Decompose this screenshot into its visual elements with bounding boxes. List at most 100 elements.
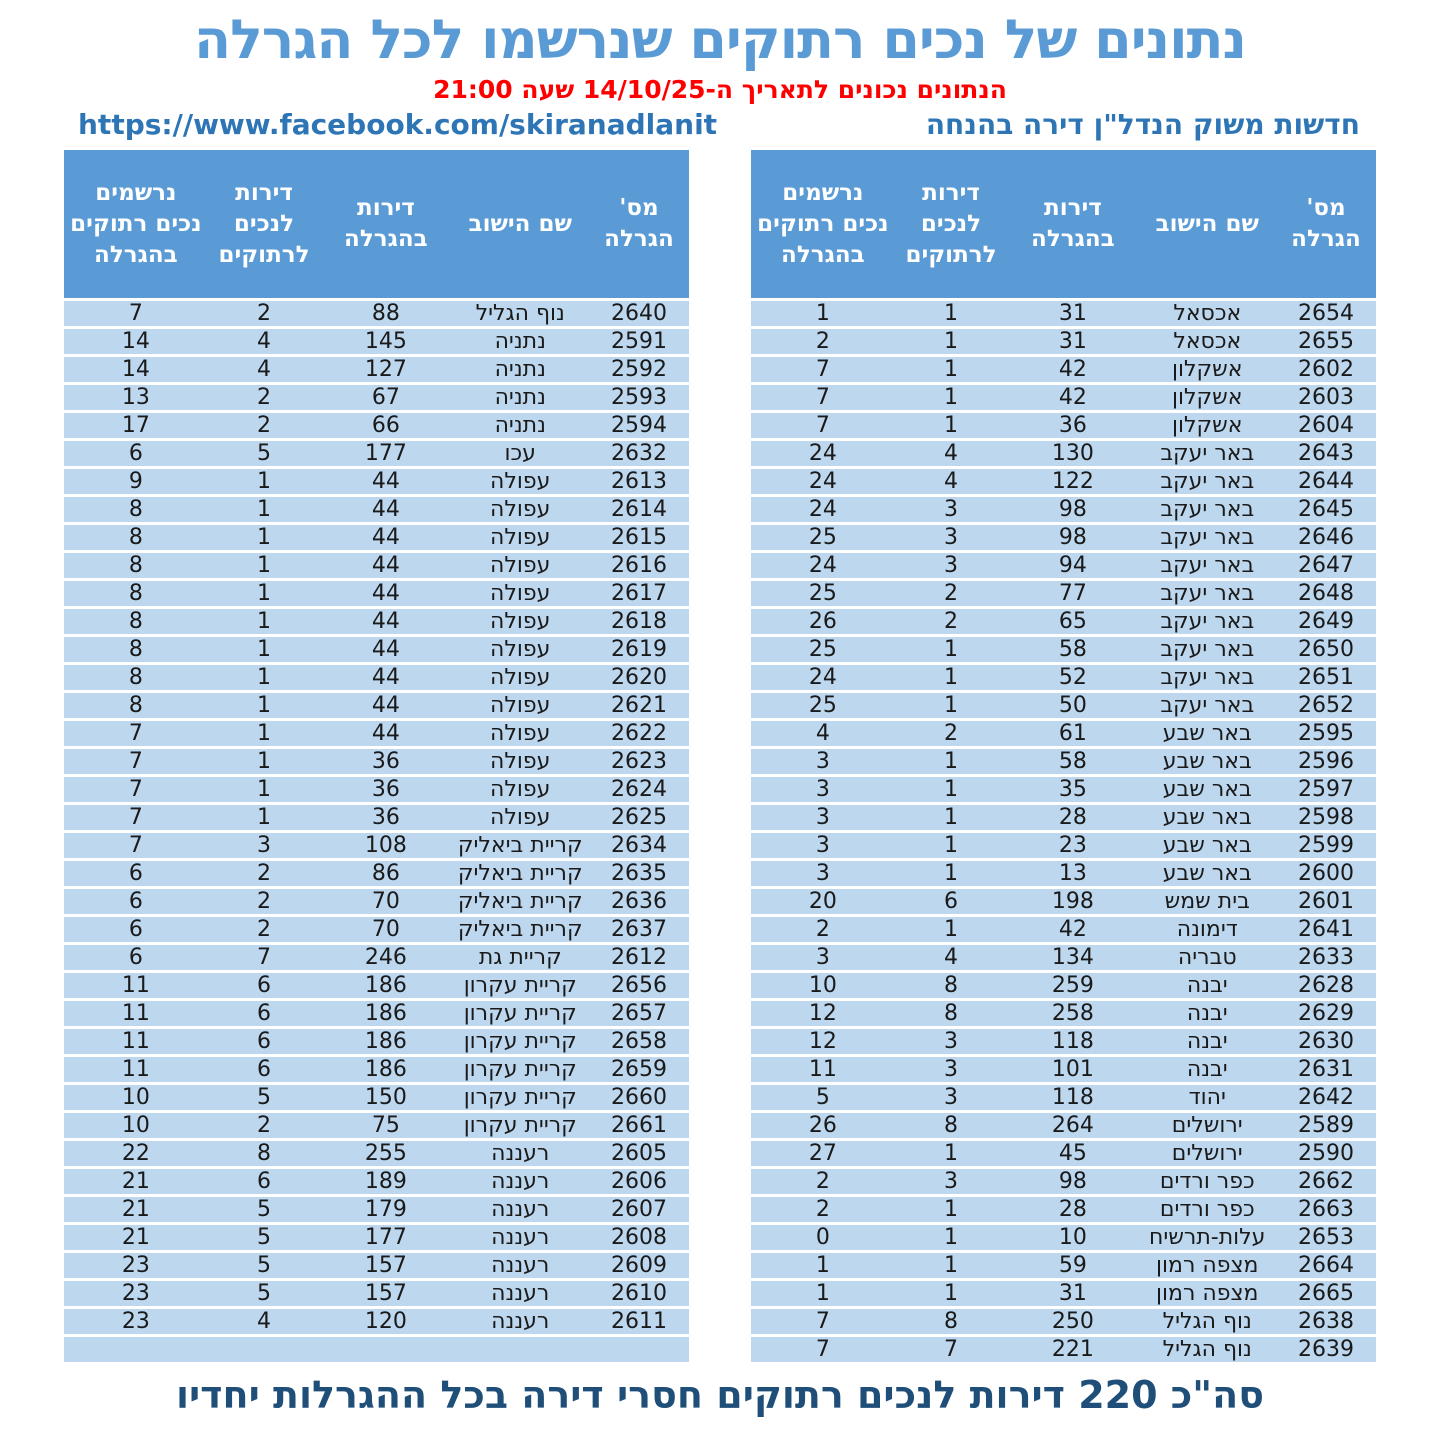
cell-lottery-number: 2606 bbox=[589, 1169, 689, 1195]
cell-settlement-name: דימונה bbox=[1138, 917, 1276, 943]
cell-registered-disabled: 10 bbox=[751, 973, 895, 999]
table-row: 2631 יבנה 101 3 11 bbox=[751, 1057, 1376, 1083]
cell-apartments-for-disabled: 4 bbox=[894, 441, 1008, 467]
table-row: 2648 באר יעקב 77 2 25 bbox=[751, 581, 1376, 607]
cell-apartments-for-disabled: 5 bbox=[207, 1197, 321, 1223]
table-row: 2595 באר שבע 61 2 4 bbox=[751, 721, 1376, 747]
cell-registered-disabled: 1 bbox=[751, 1253, 895, 1279]
cell-apartments-in-lottery: 58 bbox=[1007, 637, 1139, 663]
cell-settlement-name: רעננה bbox=[451, 1225, 589, 1251]
cell-lottery-number: 2662 bbox=[1276, 1169, 1376, 1195]
cell-apartments-for-disabled: 5 bbox=[207, 1225, 321, 1251]
cell-apartments-for-disabled: 3 bbox=[894, 1169, 1008, 1195]
cell-apartments-in-lottery: 86 bbox=[320, 861, 452, 887]
cell-apartments-for-disabled: 1 bbox=[894, 861, 1008, 887]
cell-lottery-number: 2603 bbox=[1276, 385, 1376, 411]
cell-apartments-in-lottery: 134 bbox=[1007, 945, 1139, 971]
page-title: נתונים של נכים רתוקים שנרשמו לכל הגרלה bbox=[194, 8, 1247, 71]
cell-registered-disabled: 4 bbox=[751, 721, 895, 747]
cell-settlement-name: נוף הגליל bbox=[1138, 1309, 1276, 1335]
cell-registered-disabled: 21 bbox=[64, 1197, 208, 1223]
cell-lottery-number: 2618 bbox=[589, 609, 689, 635]
cell-apartments-for-disabled: 1 bbox=[207, 749, 321, 775]
cell-registered-disabled: 12 bbox=[751, 1001, 895, 1027]
cell-apartments-in-lottery: 61 bbox=[1007, 721, 1139, 747]
table-row: 2642 יהוד 118 3 5 bbox=[751, 1085, 1376, 1111]
cell-apartments-in-lottery: 122 bbox=[1007, 469, 1139, 495]
cell-apartments-for-disabled: 1 bbox=[207, 693, 321, 719]
cell-registered-disabled: 6 bbox=[64, 889, 208, 915]
cell-settlement-name: באר יעקב bbox=[1138, 609, 1276, 635]
cell-apartments-in-lottery: 101 bbox=[1007, 1057, 1139, 1083]
cell-apartments-in-lottery: 28 bbox=[1007, 1197, 1139, 1223]
cell-apartments-in-lottery: 45 bbox=[1007, 1141, 1139, 1167]
cell-settlement-name: עפולה bbox=[451, 665, 589, 691]
cell-apartments-for-disabled: 2 bbox=[207, 1113, 321, 1139]
cell-apartments-in-lottery: 28 bbox=[1007, 805, 1139, 831]
cell-registered-disabled: 6 bbox=[64, 861, 208, 887]
cell-lottery-number: 2615 bbox=[589, 525, 689, 551]
table-row: 2650 באר יעקב 58 1 25 bbox=[751, 637, 1376, 663]
cell-apartments-for-disabled: 2 bbox=[894, 581, 1008, 607]
cell-registered-disabled: 7 bbox=[751, 385, 895, 411]
cell-settlement-name: אשקלון bbox=[1138, 385, 1276, 411]
cell-registered-disabled: 7 bbox=[751, 413, 895, 439]
cell-apartments-in-lottery: 44 bbox=[320, 553, 452, 579]
cell-apartments-in-lottery: 118 bbox=[1007, 1029, 1139, 1055]
cell-apartments-for-disabled: 8 bbox=[894, 1113, 1008, 1139]
cell-apartments-in-lottery: 75 bbox=[320, 1113, 452, 1139]
cell-lottery-number: 2621 bbox=[589, 693, 689, 719]
cell-apartments-for-disabled: 1 bbox=[894, 693, 1008, 719]
cell-registered-disabled: 2 bbox=[751, 917, 895, 943]
cell-apartments-in-lottery: 44 bbox=[320, 469, 452, 495]
table-row: 2629 יבנה 258 8 12 bbox=[751, 1001, 1376, 1027]
cell-lottery-number: 2607 bbox=[589, 1197, 689, 1223]
cell-lottery-number: 2648 bbox=[1276, 581, 1376, 607]
cell-lottery-number: 2623 bbox=[589, 749, 689, 775]
cell-lottery-number: 2640 bbox=[589, 301, 689, 327]
cell-settlement-name: יבנה bbox=[1138, 1029, 1276, 1055]
cell-registered-disabled: 14 bbox=[64, 357, 208, 383]
cell-settlement-name: יהוד bbox=[1138, 1085, 1276, 1111]
cell-apartments-for-disabled: 1 bbox=[894, 413, 1008, 439]
cell-apartments-for-disabled: 2 bbox=[207, 861, 321, 887]
cell-lottery-number: 2589 bbox=[1276, 1113, 1376, 1139]
cell-settlement-name: יבנה bbox=[1138, 1057, 1276, 1083]
cell-settlement-name: עפולה bbox=[451, 749, 589, 775]
cell-settlement-name: באר יעקב bbox=[1138, 637, 1276, 663]
cell-registered-disabled: 8 bbox=[64, 497, 208, 523]
cell-apartments-for-disabled: 5 bbox=[207, 1281, 321, 1307]
table-row: 2619 עפולה 44 1 8 bbox=[64, 637, 689, 663]
cell-settlement-name: עפולה bbox=[451, 721, 589, 747]
column-header-apartments-in-lottery: דירות בהגרלה bbox=[320, 150, 452, 299]
cell-apartments-for-disabled: 5 bbox=[207, 1085, 321, 1111]
cell-apartments-for-disabled: 1 bbox=[894, 357, 1008, 383]
table-row: 2647 באר יעקב 94 3 24 bbox=[751, 553, 1376, 579]
cell-apartments-for-disabled: 2 bbox=[207, 889, 321, 915]
table-row: 2644 באר יעקב 122 4 24 bbox=[751, 469, 1376, 495]
cell-settlement-name: אכסאל bbox=[1138, 301, 1276, 327]
cell-apartments-for-disabled: 1 bbox=[894, 1225, 1008, 1251]
column-header-apartments-for-disabled: דירות לנכים לרתוקים bbox=[894, 150, 1008, 299]
cell-settlement-name: באר יעקב bbox=[1138, 497, 1276, 523]
table-row: 2665 מצפה רמון 31 1 1 bbox=[751, 1281, 1376, 1307]
cell-apartments-in-lottery: 44 bbox=[320, 525, 452, 551]
cell-lottery-number: 2625 bbox=[589, 805, 689, 831]
cell-apartments-in-lottery: 66 bbox=[320, 413, 452, 439]
cell-registered-disabled: 25 bbox=[751, 637, 895, 663]
cell-settlement-name: קריית עקרון bbox=[451, 1001, 589, 1027]
cell-apartments-in-lottery: 44 bbox=[320, 609, 452, 635]
table-row: 2620 עפולה 44 1 8 bbox=[64, 665, 689, 691]
left-table-wrap: מס' הגרלה שם הישוב דירות בהגרלה דירות לנ… bbox=[64, 147, 689, 1365]
cell-registered-disabled: 5 bbox=[751, 1085, 895, 1111]
cell-apartments-for-disabled: 1 bbox=[207, 609, 321, 635]
header-row: מס' הגרלה שם הישוב דירות בהגרלה דירות לנ… bbox=[64, 150, 689, 299]
cell-settlement-name: באר שבע bbox=[1138, 749, 1276, 775]
table-row: 2602 אשקלון 42 1 7 bbox=[751, 357, 1376, 383]
facebook-link[interactable]: https://www.facebook.com/skiranadlanit bbox=[78, 108, 718, 142]
cell-lottery-number: 2644 bbox=[1276, 469, 1376, 495]
cell-lottery-number: 2594 bbox=[589, 413, 689, 439]
cell-settlement-name: רעננה bbox=[451, 1197, 589, 1223]
cell-registered-disabled: 2 bbox=[751, 329, 895, 355]
cell-lottery-number: 2616 bbox=[589, 553, 689, 579]
